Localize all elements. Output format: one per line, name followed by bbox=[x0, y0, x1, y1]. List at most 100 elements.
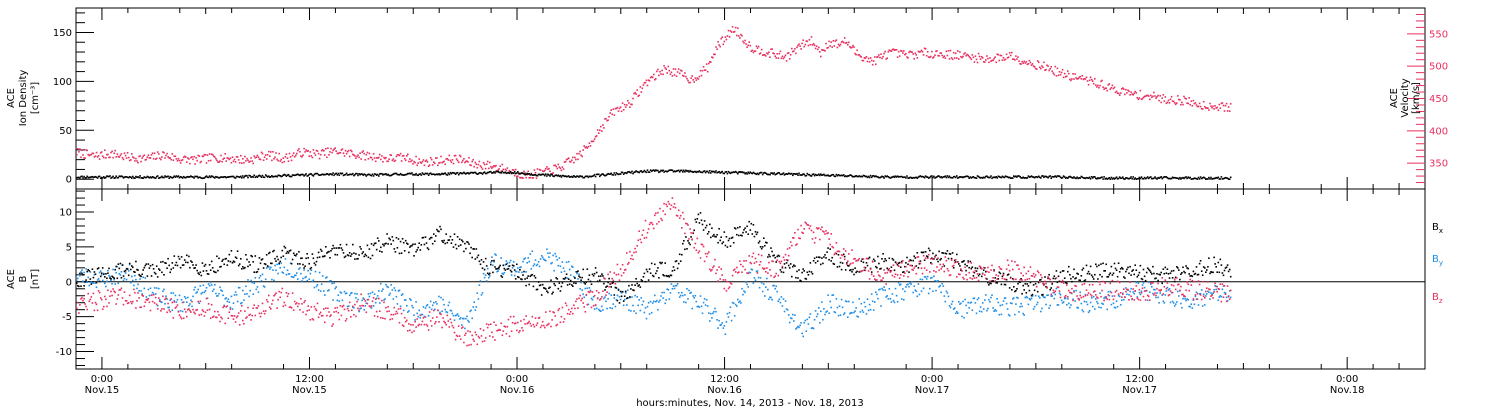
velocity-point bbox=[328, 154, 330, 156]
density-point bbox=[795, 173, 797, 175]
density-point bbox=[375, 174, 378, 176]
by-point bbox=[1029, 299, 1032, 301]
by-point bbox=[1016, 296, 1018, 299]
velocity-point bbox=[1200, 108, 1203, 110]
bx-point bbox=[996, 282, 998, 284]
by-point bbox=[491, 256, 493, 258]
bz-point bbox=[126, 302, 129, 305]
by-point bbox=[811, 327, 814, 329]
velocity-point bbox=[466, 160, 468, 162]
by-point bbox=[111, 283, 113, 285]
velocity-point bbox=[442, 161, 444, 163]
by-point bbox=[802, 335, 804, 338]
bz-point bbox=[186, 315, 188, 318]
bx-point bbox=[221, 260, 223, 262]
bx-point bbox=[339, 243, 342, 246]
density-point bbox=[800, 174, 802, 176]
bx-point bbox=[332, 244, 334, 247]
velocity-point bbox=[282, 157, 285, 159]
by-point bbox=[1229, 296, 1232, 299]
by-point bbox=[176, 298, 179, 301]
bz-point bbox=[173, 301, 176, 303]
velocity-point bbox=[1198, 102, 1201, 105]
density-point bbox=[582, 176, 584, 179]
by-point bbox=[513, 274, 516, 277]
velocity-point bbox=[260, 151, 263, 154]
velocity-point bbox=[367, 158, 370, 160]
density-point bbox=[218, 177, 220, 179]
density-point bbox=[715, 170, 717, 172]
by-point bbox=[1112, 302, 1115, 305]
density-point bbox=[1045, 175, 1047, 178]
velocity-point bbox=[654, 78, 656, 81]
velocity-point bbox=[177, 157, 180, 160]
by-point bbox=[527, 257, 529, 259]
density-point bbox=[987, 176, 989, 178]
bx-point bbox=[1132, 269, 1134, 271]
bx-point bbox=[775, 261, 777, 263]
density-point bbox=[844, 175, 847, 177]
density-point bbox=[383, 173, 385, 176]
bz-point bbox=[340, 314, 343, 317]
bx-point bbox=[479, 263, 482, 266]
velocity-point bbox=[1078, 76, 1080, 79]
velocity-point bbox=[1014, 59, 1016, 61]
velocity-point bbox=[465, 160, 467, 163]
bx-point bbox=[758, 240, 761, 243]
bz-point bbox=[343, 308, 346, 311]
density-point bbox=[159, 176, 161, 179]
by-point bbox=[205, 287, 208, 289]
bx-point bbox=[353, 252, 355, 254]
density-point bbox=[901, 175, 903, 178]
by-point bbox=[976, 298, 979, 301]
bx-point bbox=[640, 279, 643, 281]
bz-point bbox=[187, 308, 189, 311]
density-point bbox=[1228, 178, 1231, 180]
by-point bbox=[744, 291, 746, 294]
bx-point bbox=[1220, 264, 1223, 266]
bx-point bbox=[98, 280, 101, 283]
bx-point bbox=[673, 269, 676, 271]
velocity-point bbox=[717, 41, 719, 43]
by-point bbox=[770, 296, 772, 299]
velocity-point bbox=[809, 43, 812, 46]
by-point bbox=[508, 261, 511, 264]
density-point bbox=[127, 176, 130, 179]
density-point bbox=[224, 176, 226, 178]
velocity-point bbox=[79, 148, 81, 150]
by-point bbox=[364, 305, 367, 307]
bx-point bbox=[675, 260, 678, 262]
by-point bbox=[1082, 310, 1085, 313]
density-point bbox=[467, 172, 469, 174]
by-point bbox=[1154, 288, 1156, 291]
bx-point bbox=[1204, 267, 1206, 269]
by-point bbox=[1186, 298, 1188, 300]
bz-point bbox=[288, 306, 291, 308]
by-point bbox=[791, 317, 793, 320]
by-point bbox=[716, 319, 718, 321]
density-point bbox=[461, 172, 463, 175]
by-point bbox=[441, 310, 443, 313]
by-point bbox=[416, 312, 418, 315]
by-point bbox=[686, 288, 688, 290]
by-point bbox=[485, 280, 488, 282]
bx-point bbox=[354, 258, 356, 260]
bx-point bbox=[917, 267, 920, 269]
bx-point bbox=[601, 273, 603, 275]
density-point bbox=[236, 175, 239, 178]
x-tick-date-label: Nov.16 bbox=[707, 385, 742, 396]
bx-point bbox=[832, 262, 835, 265]
bx-point bbox=[741, 234, 743, 237]
bx-point bbox=[165, 262, 167, 264]
density-point bbox=[154, 177, 157, 179]
by-point bbox=[742, 293, 744, 296]
bz-point bbox=[257, 305, 260, 307]
bx-point bbox=[175, 261, 178, 264]
velocity-point bbox=[254, 157, 257, 159]
density-point bbox=[991, 177, 993, 180]
bx-point bbox=[257, 268, 260, 270]
velocity-point bbox=[911, 51, 913, 53]
bx-point bbox=[438, 230, 440, 233]
bx-point bbox=[1121, 266, 1123, 269]
bz-point bbox=[297, 305, 299, 308]
